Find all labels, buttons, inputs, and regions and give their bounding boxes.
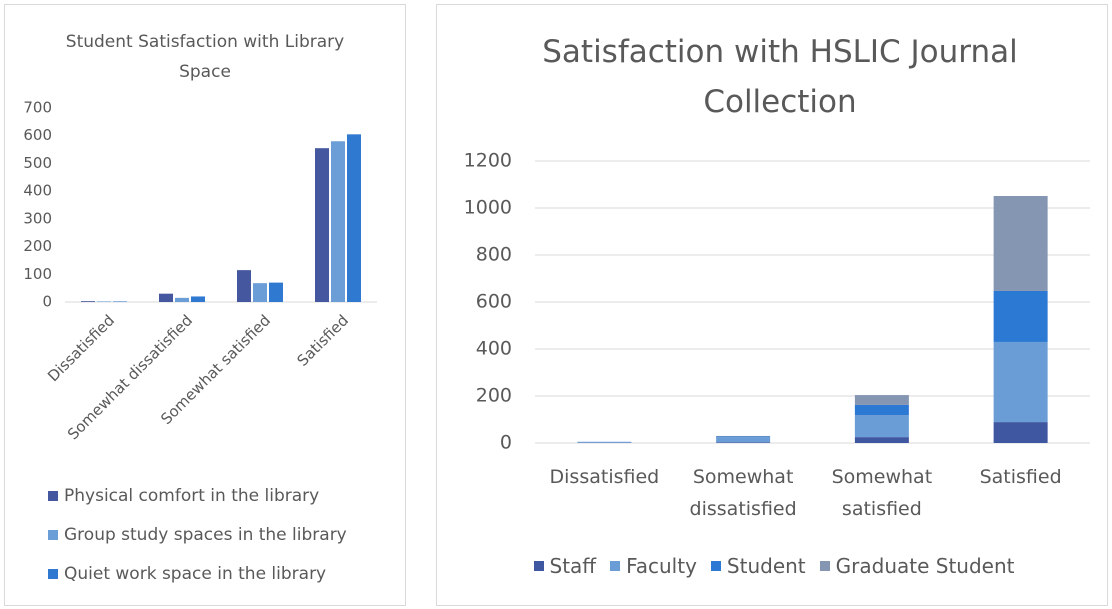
bar-segment (716, 442, 771, 443)
bar-segment (993, 422, 1048, 443)
bar-segment (854, 437, 909, 443)
legend-label: Staff (549, 554, 597, 578)
legend-item: Quiet work space in the library (48, 564, 347, 584)
legend-label: Graduate Student (835, 554, 1015, 578)
bar (269, 282, 283, 302)
legend-swatch (48, 491, 58, 501)
y-tick-label: 1200 (464, 150, 512, 172)
y-tick-label: 600 (23, 126, 52, 144)
bar (315, 148, 329, 302)
legend-swatch (48, 569, 58, 579)
x-tick-label: Satisfied (293, 311, 352, 370)
chart-panel (4, 4, 406, 606)
legend-item: Graduate Student (819, 554, 1015, 578)
bar (81, 301, 95, 302)
legend-swatch (48, 530, 58, 540)
legend-item: Staff (533, 554, 597, 578)
bar (113, 301, 127, 302)
legend-label: Physical comfort in the library (64, 486, 320, 506)
legend: Staff Faculty Student Graduate Student (440, 554, 1108, 578)
legend-label: Faculty (626, 554, 697, 578)
bar (347, 134, 361, 302)
bar-segment (854, 395, 909, 405)
y-tick-label: 200 (23, 237, 52, 255)
y-tick-label: 1000 (464, 197, 512, 219)
bar (253, 283, 267, 302)
legend-item: Group study spaces in the library (48, 525, 347, 545)
bar (237, 270, 251, 302)
y-tick-label: 400 (476, 338, 512, 360)
y-tick-label: 700 (23, 99, 52, 117)
bar (159, 293, 173, 302)
y-tick-label: 300 (23, 209, 52, 227)
x-tick-label: Somewhat dissatisfied (689, 466, 797, 520)
legend-item: Faculty (610, 554, 697, 578)
y-tick-label: 0 (42, 293, 52, 311)
y-tick-label: 400 (23, 182, 52, 200)
x-tick-label: Dissatisfied (44, 311, 118, 385)
x-tick-label: Dissatisfied (549, 466, 660, 488)
y-tick-label: 100 (23, 265, 52, 283)
bar-segment (854, 415, 909, 438)
bar-segment (854, 404, 909, 416)
legend-swatch (819, 561, 830, 571)
legend-swatch (710, 561, 721, 571)
legend-label: Group study spaces in the library (64, 525, 347, 545)
y-tick-label: 500 (23, 154, 52, 172)
y-tick-label: 800 (476, 244, 512, 266)
bar-segment (716, 436, 771, 438)
bar-segment (993, 341, 1048, 423)
chart-title: Satisfaction with HSLIC Journal Collecti… (542, 34, 1018, 120)
x-tick-label: Satisfied (979, 466, 1062, 488)
x-tick-label: Somewhat dissatisfied (64, 311, 196, 443)
legend-label: Student (726, 554, 806, 578)
chart-panel (436, 4, 1108, 606)
bar-segment (993, 196, 1048, 291)
legend-label: Quiet work space in the library (64, 564, 327, 584)
bar (331, 141, 345, 302)
legend: Physical comfort in the library Group stu… (48, 486, 347, 584)
chart-title: Student Satisfaction with Library Space (65, 32, 345, 82)
bar-segment (716, 437, 771, 443)
x-tick-label: Somewhat satisfied (831, 466, 933, 520)
legend-swatch (533, 561, 544, 571)
y-tick-label: 0 (500, 432, 512, 454)
y-tick-label: 200 (476, 385, 512, 407)
legend-item: Physical comfort in the library (48, 486, 347, 506)
bar (175, 297, 189, 302)
bar-segment (993, 290, 1048, 342)
bar (191, 296, 205, 302)
bar-segment (577, 442, 632, 443)
legend-swatch (610, 561, 621, 571)
legend-item: Student (710, 554, 806, 578)
y-tick-label: 600 (476, 291, 512, 313)
bar (97, 301, 111, 302)
